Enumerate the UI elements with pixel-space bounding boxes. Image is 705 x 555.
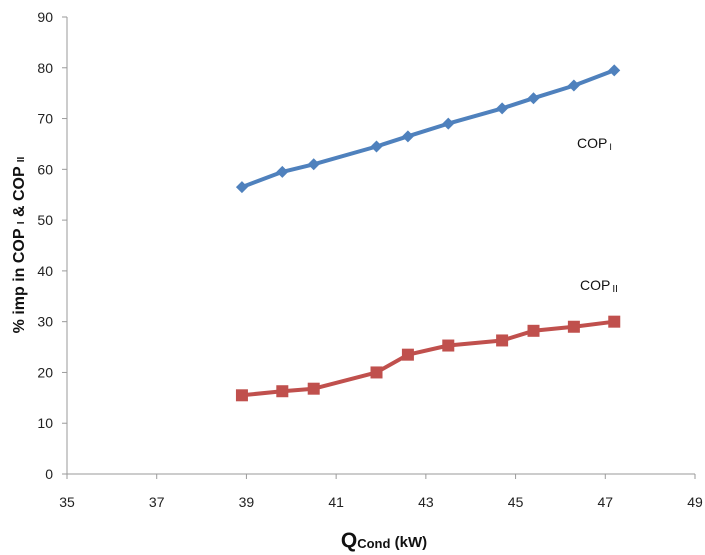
x-tick-label: 35 bbox=[59, 494, 75, 510]
y-tick-label: 60 bbox=[37, 161, 53, 177]
x-tick-label: 49 bbox=[687, 494, 703, 510]
series-label-cop-i-name: COP bbox=[577, 135, 607, 151]
data-point bbox=[307, 382, 320, 395]
data-point bbox=[401, 130, 414, 143]
series-lines bbox=[239, 68, 617, 398]
y-axis-title-part1: % imp in COP bbox=[11, 224, 28, 333]
data-point bbox=[496, 102, 509, 115]
x-axis-title-unit: (kW) bbox=[390, 534, 427, 551]
data-point bbox=[276, 165, 289, 178]
series-label-cop-ii: COP II bbox=[580, 277, 618, 295]
x-tick-label: 47 bbox=[597, 494, 613, 510]
data-point bbox=[608, 315, 621, 328]
data-point bbox=[235, 389, 248, 402]
y-tick-label: 0 bbox=[45, 466, 53, 482]
data-point bbox=[307, 158, 320, 171]
data-point bbox=[442, 117, 455, 130]
x-axis-title: QCond (kW) bbox=[341, 529, 427, 552]
data-point bbox=[370, 366, 383, 379]
y-axis-title-sub2: II bbox=[16, 156, 27, 162]
x-axis-title-main: Q bbox=[341, 529, 357, 552]
y-axis-title-sub1: I bbox=[16, 221, 27, 224]
data-point bbox=[567, 79, 580, 92]
x-tick-label: 37 bbox=[149, 494, 165, 510]
data-point bbox=[442, 339, 455, 352]
y-tick-label: 50 bbox=[37, 212, 53, 228]
axes bbox=[66, 17, 695, 475]
series-line-1 bbox=[239, 319, 617, 398]
series-line-0 bbox=[239, 68, 617, 190]
y-tick-label: 80 bbox=[37, 60, 53, 76]
y-tick-label: 40 bbox=[37, 263, 53, 279]
x-tick-label: 41 bbox=[328, 494, 344, 510]
y-tick-label: 70 bbox=[37, 111, 53, 127]
y-tick-label: 20 bbox=[37, 364, 53, 380]
data-point bbox=[401, 348, 414, 361]
y-tick-label: 10 bbox=[37, 415, 53, 431]
y-axis-title: % imp in COP I & COP II bbox=[11, 156, 28, 333]
x-tick-label: 43 bbox=[418, 494, 434, 510]
data-point bbox=[527, 92, 540, 105]
series-label-cop-ii-name: COP bbox=[580, 277, 610, 293]
x-tick-label: 39 bbox=[239, 494, 255, 510]
x-tick-label: 45 bbox=[508, 494, 524, 510]
series-label-cop-ii-sub: II bbox=[612, 284, 618, 295]
data-point bbox=[608, 64, 621, 77]
data-point bbox=[235, 181, 248, 194]
series-label-cop-i-sub: I bbox=[609, 142, 612, 152]
series-label-cop-i: COP I bbox=[577, 135, 612, 152]
data-point bbox=[370, 140, 383, 153]
data-point bbox=[567, 320, 580, 333]
data-point bbox=[276, 385, 289, 398]
y-tick-label: 90 bbox=[37, 9, 53, 25]
series-markers bbox=[235, 64, 621, 402]
x-axis-title-sub: Cond bbox=[357, 536, 390, 551]
ticks: 35 37 39 41 43 45 47 49 0 10 20 30 40 50 60 70 80 90 bbox=[37, 9, 703, 510]
y-axis-title-part2: & COP bbox=[11, 162, 28, 221]
data-point bbox=[527, 324, 540, 337]
data-point bbox=[496, 334, 509, 347]
y-tick-label: 30 bbox=[37, 314, 53, 330]
